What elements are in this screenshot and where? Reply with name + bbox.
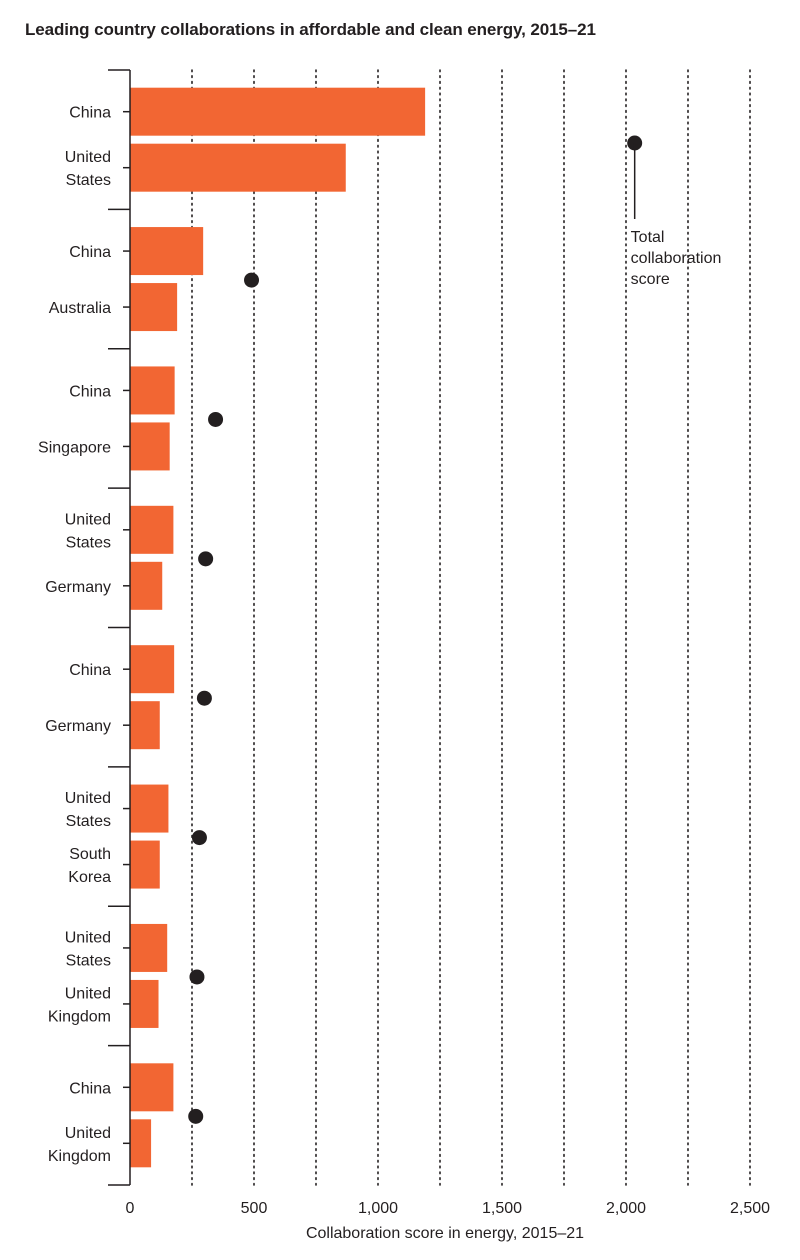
x-tick-label: 1,500 — [482, 1200, 522, 1217]
category-label: China — [69, 1080, 111, 1097]
bar — [130, 87, 426, 136]
x-tick-labels: 0 500 1,000 1,500 2,000 2,500 — [126, 1200, 771, 1217]
category-label: United Kingdom — [48, 985, 111, 1025]
category-labels: China United States China Australia China Sing… — [38, 105, 111, 1165]
total-dot — [198, 551, 214, 567]
category-label: United States — [65, 790, 111, 830]
category-label: South Korea — [68, 846, 111, 886]
bar — [130, 784, 169, 833]
category-label: Germany — [45, 579, 111, 596]
category-label: United Kingdom — [48, 1125, 111, 1165]
bar — [130, 561, 163, 610]
category-label: Australia — [49, 300, 111, 317]
x-tick-label: 500 — [241, 1200, 268, 1217]
total-dot — [191, 830, 207, 846]
bar — [130, 840, 160, 889]
bar — [130, 645, 175, 694]
bars — [130, 87, 426, 1168]
axes — [108, 69, 131, 1186]
total-dot — [189, 969, 205, 985]
category-label: Germany — [45, 718, 111, 735]
bar — [130, 923, 168, 972]
x-tick-label: 1,000 — [358, 1200, 398, 1217]
annotation-text: Total collaboration score — [631, 229, 722, 288]
x-tick-label: 0 — [126, 1200, 135, 1217]
category-label: United States — [65, 929, 111, 969]
chart-title: Leading country collaborations in afford… — [25, 20, 596, 39]
category-label: China — [69, 383, 111, 400]
bar — [130, 979, 159, 1028]
bar — [130, 366, 175, 415]
x-tick-label: 2,500 — [730, 1200, 770, 1217]
category-label: United States — [65, 149, 111, 189]
x-axis-title: Collaboration score in energy, 2015–21 — [306, 1225, 584, 1242]
total-dots — [188, 135, 643, 1124]
bar — [130, 1063, 174, 1112]
total-dot — [244, 272, 260, 288]
bar — [130, 283, 178, 332]
bar — [130, 422, 170, 471]
total-dot — [188, 1108, 204, 1124]
bar — [130, 505, 174, 554]
category-label: China — [69, 105, 111, 122]
total-dot — [196, 690, 212, 706]
x-tick-label: 2,000 — [606, 1200, 646, 1217]
bar — [130, 143, 346, 192]
category-label: China — [69, 244, 111, 261]
bar — [130, 701, 160, 750]
bar — [130, 1119, 152, 1168]
category-label: China — [69, 662, 111, 679]
annotation: Total collaboration score — [631, 143, 722, 288]
category-label: Singapore — [38, 439, 111, 456]
category-label: United States — [65, 511, 111, 551]
gridlines — [191, 69, 751, 1186]
bar — [130, 227, 204, 276]
total-dot — [208, 411, 224, 427]
